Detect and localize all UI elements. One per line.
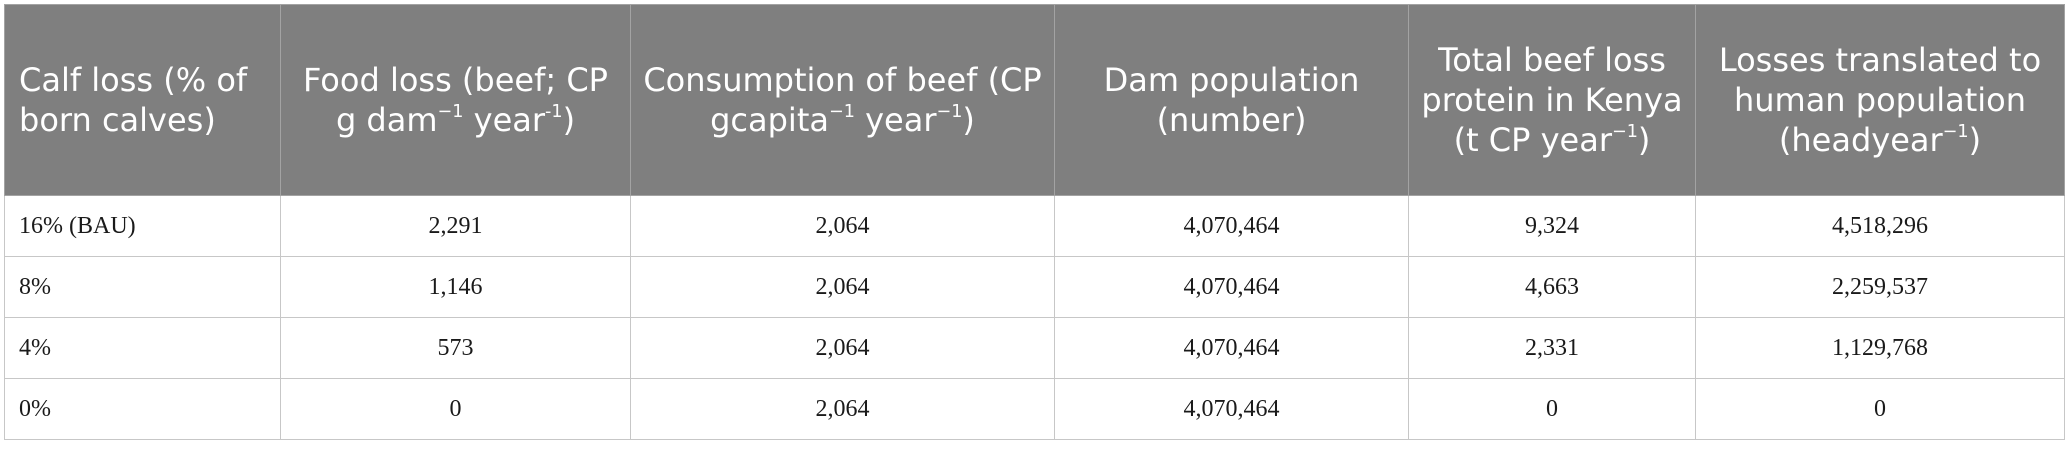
table-row: 8% 1,146 2,064 4,070,464 4,663 2,259,537 [4, 256, 2065, 318]
header-losses-human-text: Losses translated to human population (h… [1718, 41, 2042, 159]
header-food-loss-sup-1: −1 [437, 101, 464, 122]
cell-food-loss: 1,146 [280, 256, 631, 318]
cell-losses-human: 0 [1695, 378, 2065, 440]
cell-dam-population: 4,070,464 [1054, 195, 1409, 257]
cell-food-loss: 0 [280, 378, 631, 440]
cell-food-loss: 573 [280, 317, 631, 379]
cell-consumption: 2,064 [630, 256, 1055, 318]
header-losses-human: Losses translated to human population (h… [1695, 4, 2065, 196]
cell-total-beef-loss: 0 [1408, 378, 1696, 440]
header-consumption-sup-1: −1 [828, 101, 855, 122]
header-food-loss-text: Food loss (beef; CP g dam [303, 61, 608, 139]
cell-total-beef-loss: 2,331 [1408, 317, 1696, 379]
cell-losses-human: 1,129,768 [1695, 317, 2065, 379]
header-food-loss-sup-2: -1 [545, 101, 563, 122]
cell-consumption: 2,064 [630, 317, 1055, 379]
cell-food-loss: 2,291 [280, 195, 631, 257]
cell-calf-loss: 0% [4, 378, 281, 440]
header-total-beef-loss: Total beef loss protein in Kenya (t CP y… [1408, 4, 1696, 196]
header-consumption-text: Consumption of beef (CP gcapita [643, 61, 1042, 139]
cell-consumption: 2,064 [630, 378, 1055, 440]
header-food-loss-mid: year [463, 101, 546, 139]
header-dam-population: Dam population (number) [1054, 4, 1409, 196]
header-consumption-mid: year [854, 101, 937, 139]
cell-total-beef-loss: 4,663 [1408, 256, 1696, 318]
cell-calf-loss: 16% (BAU) [4, 195, 281, 257]
header-consumption-sup-2: −1 [936, 101, 963, 122]
cell-dam-population: 4,070,464 [1054, 317, 1409, 379]
cell-dam-population: 4,070,464 [1054, 256, 1409, 318]
table-row: 0% 0 2,064 4,070,464 0 0 [4, 378, 2065, 440]
table-row: 4% 573 2,064 4,070,464 2,331 1,129,768 [4, 317, 2065, 379]
header-total-beef-loss-sup: −1 [1611, 121, 1638, 142]
cell-consumption: 2,064 [630, 195, 1055, 257]
cell-dam-population: 4,070,464 [1054, 378, 1409, 440]
header-total-beef-loss-close: ) [1637, 121, 1651, 159]
cell-calf-loss: 4% [4, 317, 281, 379]
header-losses-human-sup: −1 [1942, 121, 1969, 142]
header-calf-loss: Calf loss (% of born calves) [4, 4, 281, 196]
header-food-loss-close: ) [562, 101, 576, 139]
cell-total-beef-loss: 9,324 [1408, 195, 1696, 257]
header-losses-human-close: ) [1968, 121, 1982, 159]
table-row: 16% (BAU) 2,291 2,064 4,070,464 9,324 4,… [4, 195, 2065, 257]
header-consumption: Consumption of beef (CP gcapita−1 year−1… [630, 4, 1055, 196]
cell-losses-human: 2,259,537 [1695, 256, 2065, 318]
header-total-beef-loss-text: Total beef loss protein in Kenya (t CP y… [1421, 41, 1683, 159]
table-header-row: Calf loss (% of born calves) Food loss (… [4, 4, 2065, 196]
cell-losses-human: 4,518,296 [1695, 195, 2065, 257]
calf-loss-table: Calf loss (% of born calves) Food loss (… [4, 4, 2065, 440]
cell-calf-loss: 8% [4, 256, 281, 318]
header-food-loss: Food loss (beef; CP g dam−1 year-1) [280, 4, 631, 196]
header-consumption-close: ) [962, 101, 975, 139]
